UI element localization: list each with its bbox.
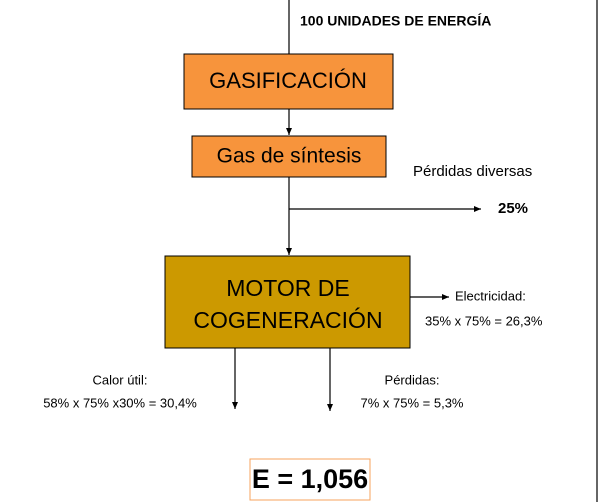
output-label: Calor útil:	[93, 372, 148, 387]
node-label: MOTOR DE	[226, 275, 350, 301]
output-formula: 35% x 75% = 26,3%	[425, 313, 543, 328]
result-box	[249, 458, 371, 501]
node-box	[164, 255, 411, 349]
output-formula: 7% x 75% = 5,3%	[361, 395, 464, 410]
loss-value: 25%	[498, 200, 528, 217]
loss-label: Pérdidas diversas	[413, 163, 532, 180]
node-label: GASIFICACIÓN	[209, 68, 367, 93]
node-box	[191, 135, 387, 178]
node-box	[183, 53, 394, 110]
output-formula: 58% x 75% x30% = 30,4%	[43, 395, 197, 410]
input-label: 100 UNIDADES DE ENERGÍA	[300, 13, 491, 29]
result: E = 1,056	[252, 464, 368, 494]
node-label: Gas de síntesis	[217, 145, 362, 168]
output-label: Pérdidas:	[385, 372, 440, 387]
output-label: Electricidad:	[455, 288, 526, 303]
node-label: COGENERACIÓN	[193, 307, 382, 333]
